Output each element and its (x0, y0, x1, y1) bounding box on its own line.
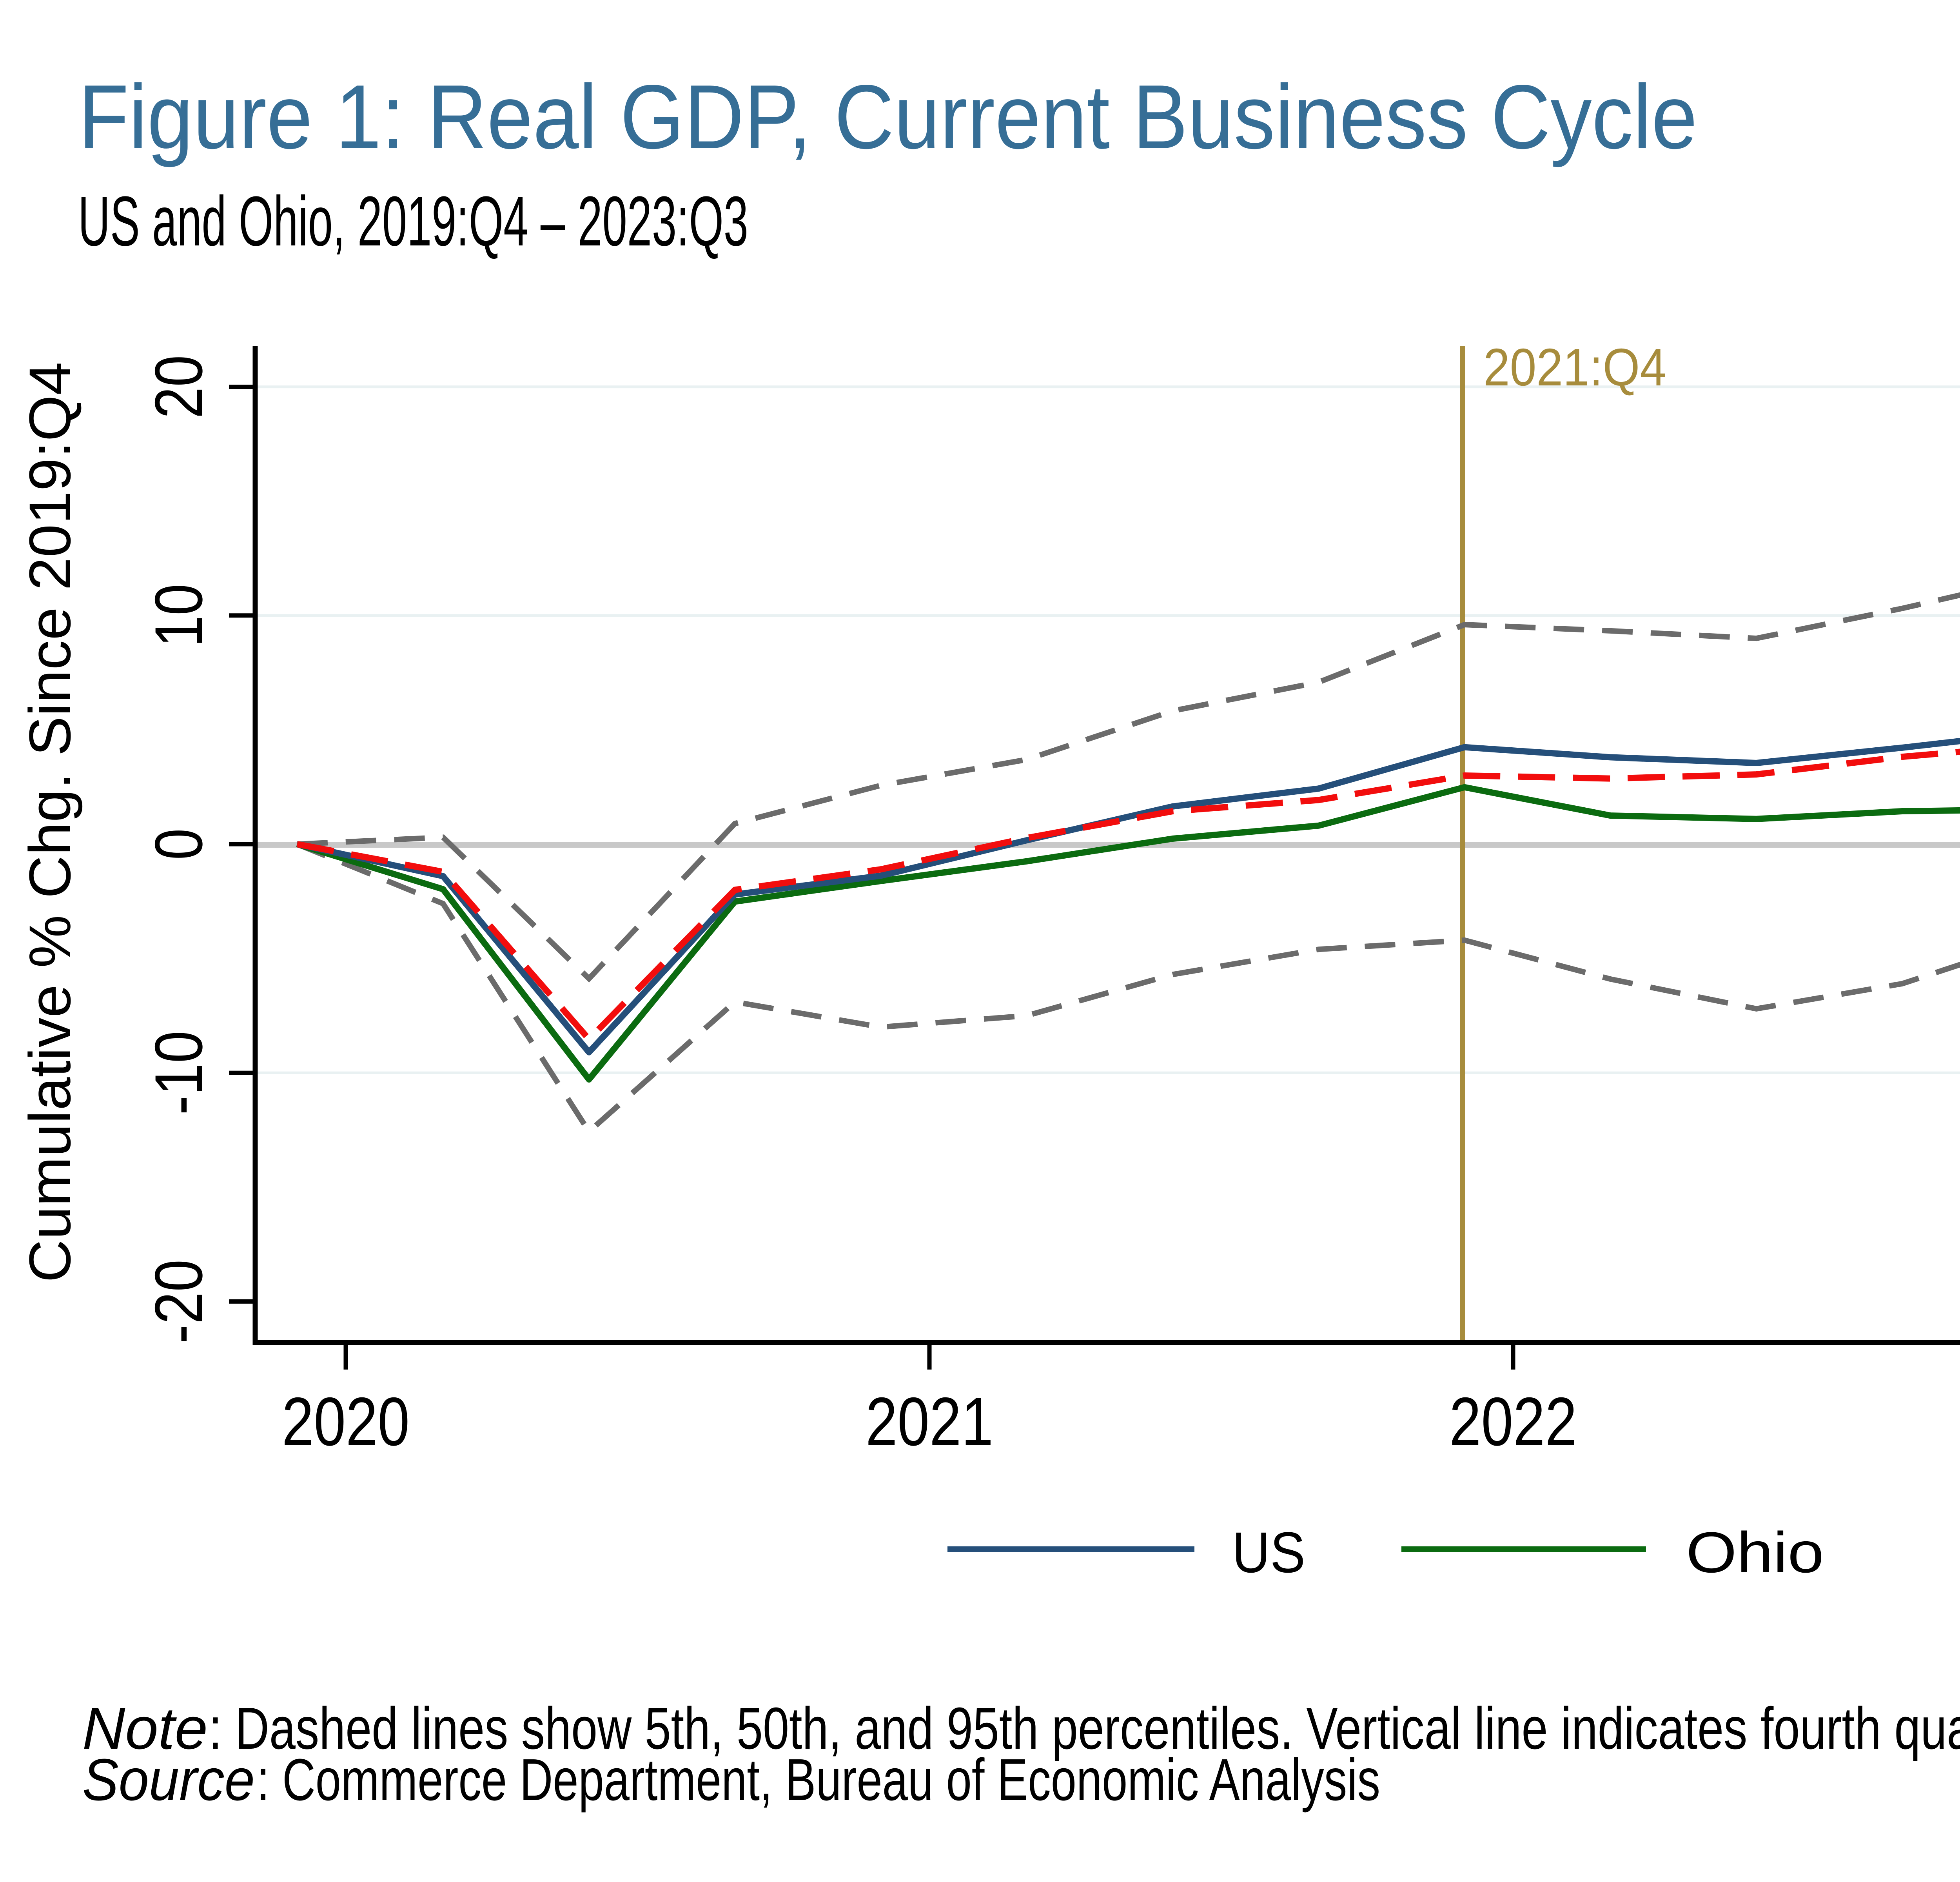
svg-text:Source: Source (82, 1746, 255, 1813)
svg-text:Ohio: Ohio (1686, 1520, 1824, 1585)
svg-text:0: 0 (141, 828, 216, 860)
svg-text:2020: 2020 (282, 1384, 410, 1460)
svg-text:US: US (1232, 1520, 1305, 1585)
svg-text:2021: 2021 (866, 1384, 993, 1460)
svg-text:20: 20 (141, 355, 216, 419)
svg-text:-10: -10 (141, 1031, 216, 1115)
svg-text:US and Ohio, 2019:Q4 – 2023:Q3: US and Ohio, 2019:Q4 – 2023:Q3 (78, 182, 748, 261)
svg-text:-20: -20 (141, 1259, 216, 1344)
svg-text:Cumulative % Chg. Since 2019:Q: Cumulative % Chg. Since 2019:Q4 (17, 362, 83, 1283)
svg-text:2021:Q4: 2021:Q4 (1483, 338, 1666, 397)
svg-text:Note: Note (82, 1695, 208, 1761)
svg-text:2022: 2022 (1449, 1384, 1577, 1460)
svg-text:: Commerce Department, Bureau: : Commerce Department, Bureau of Economi… (257, 1746, 1380, 1813)
svg-text:: Dashed lines show 5th, 50th,: : Dashed lines show 5th, 50th, and 95th … (209, 1695, 1960, 1761)
svg-text:Figure 1: Real GDP, Current Bu: Figure 1: Real GDP, Current Business Cyc… (78, 66, 1697, 168)
svg-text:10: 10 (141, 584, 216, 647)
